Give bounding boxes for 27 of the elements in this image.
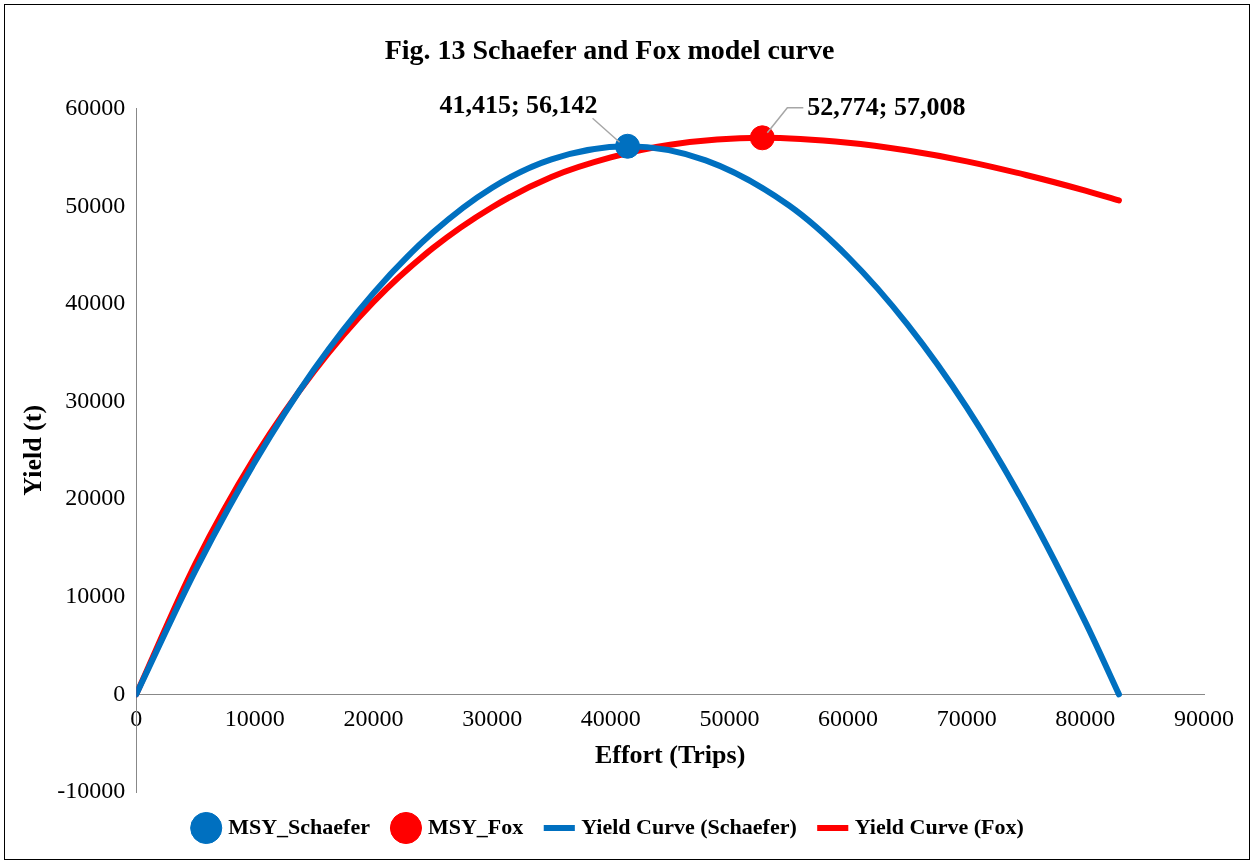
y-tick-label: -10000 [57,777,126,804]
x-tick-label: 10000 [224,705,285,732]
y-tick-label: 0 [113,679,126,706]
x-tick-label: 80000 [1055,705,1116,732]
y-tick-label: 30000 [65,386,126,413]
legend-label: Yield Curve (Schaefer) [581,813,797,839]
y-tick-label: 50000 [65,191,126,218]
x-axis-title: Effort (Trips) [594,740,746,770]
x-tick-label: 30000 [462,705,523,732]
x-tick-label: 20000 [343,705,404,732]
y-tick-label: 10000 [65,582,126,609]
chart-title: Fig. 13 Schaefer and Fox model curve [384,34,835,66]
x-tick-label: 90000 [1174,705,1234,732]
y-tick-label: 20000 [65,484,126,511]
x-tick-label: 0 [130,705,143,732]
x-tick-label: 50000 [699,705,760,732]
y-axis-title: Yield (t) [18,404,48,496]
legend-label: MSY_Fox [427,813,524,839]
y-tick-label: 40000 [65,289,126,316]
annotation: 52,774; 57,008 [807,91,966,121]
x-tick-label: 60000 [818,705,879,732]
legend-label: Yield Curve (Fox) [854,813,1024,839]
y-tick-label: 60000 [65,93,126,120]
annotation: 41,415; 56,142 [439,89,598,119]
x-tick-label: 40000 [580,705,641,732]
x-tick-label: 70000 [936,705,997,732]
legend-label: MSY_Schaefer [228,813,371,839]
